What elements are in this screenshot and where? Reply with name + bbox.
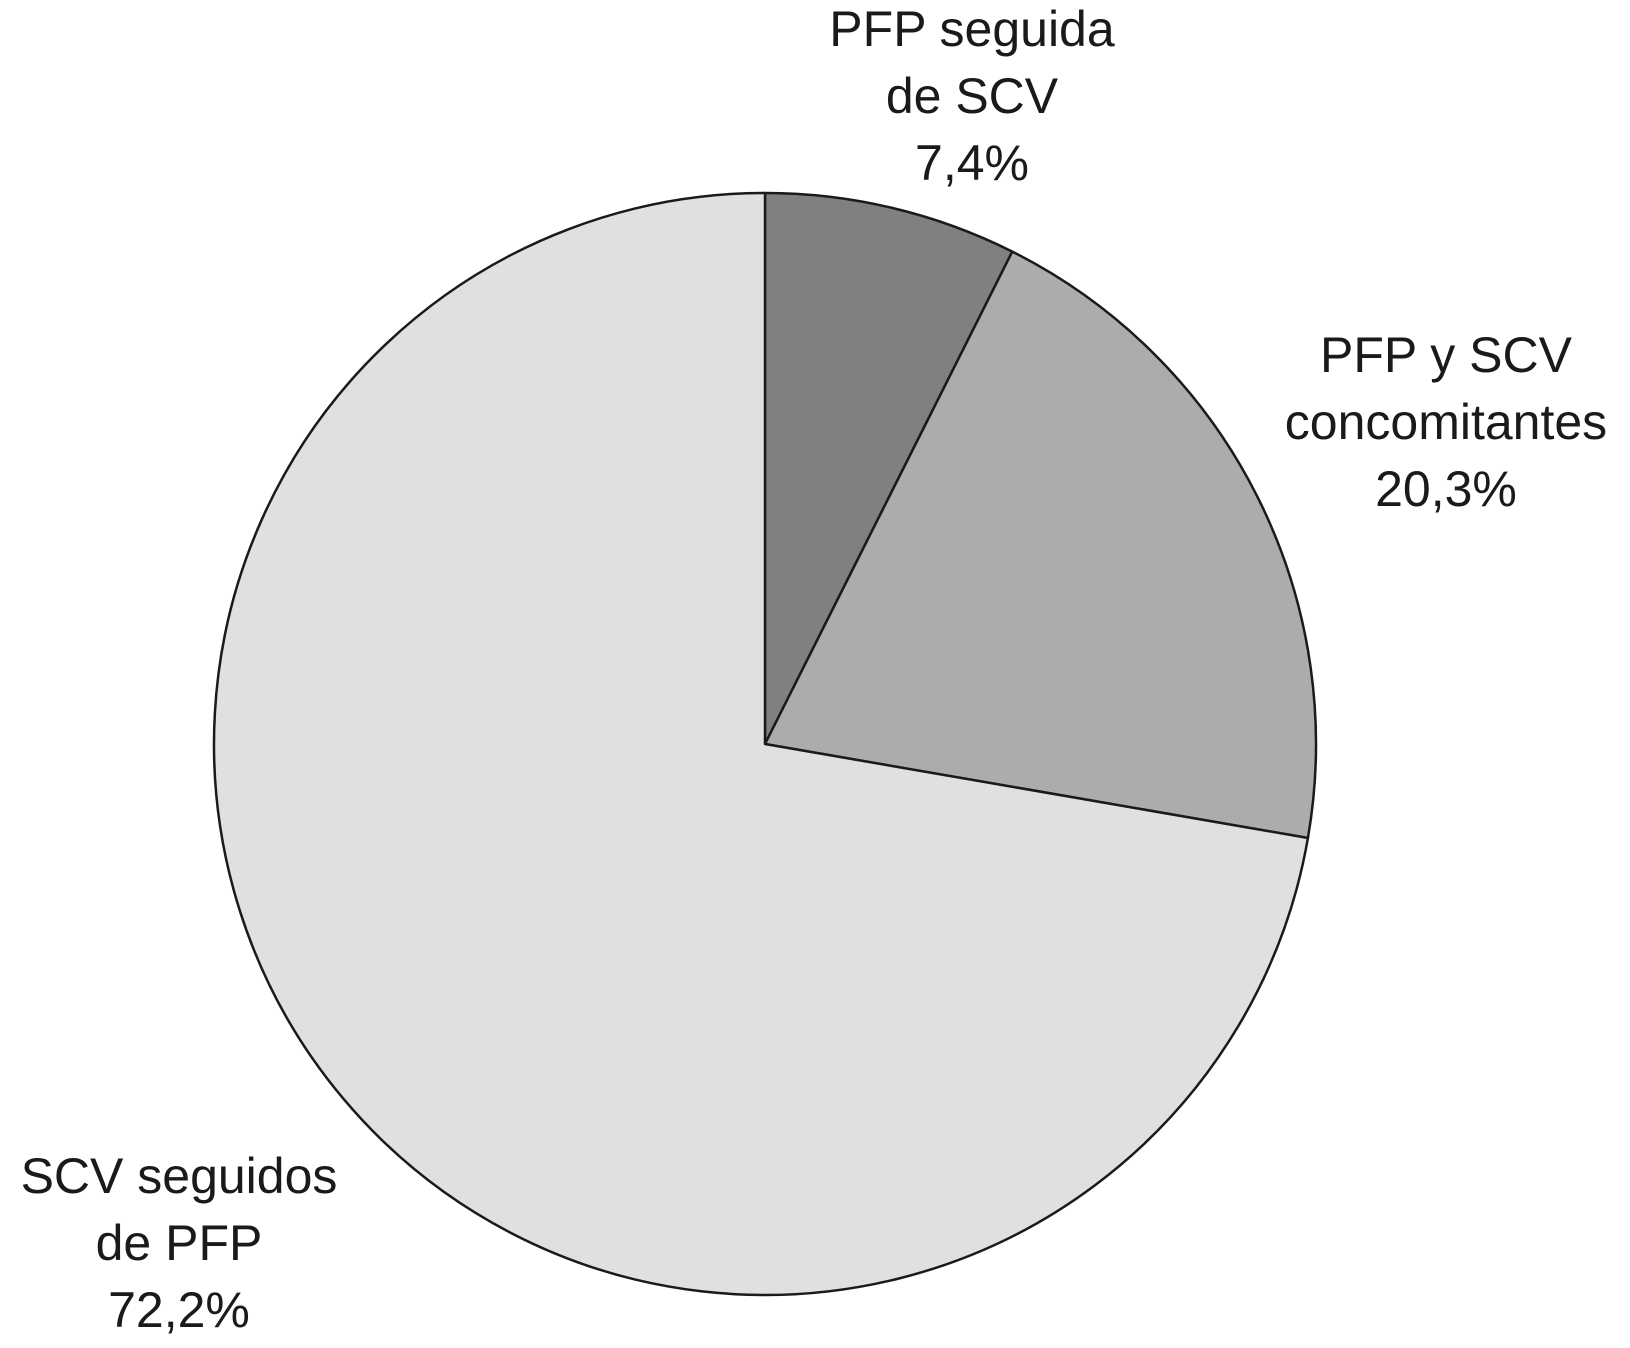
pie-slice bbox=[212, 191, 1310, 1297]
value-label: 7,4% bbox=[915, 135, 1029, 191]
pie-slice bbox=[763, 191, 1014, 746]
slice-label: de PFP bbox=[96, 1215, 263, 1271]
value-label: 72,2% bbox=[108, 1282, 250, 1338]
value-label: 20,3% bbox=[1375, 461, 1517, 517]
slice-label: de SCV bbox=[886, 68, 1059, 124]
slice-label: SCV seguidos bbox=[21, 1148, 338, 1204]
slice-label: PFP y SCV bbox=[1320, 327, 1573, 383]
pie-slice bbox=[763, 250, 1318, 840]
slice-label: PFP seguida bbox=[829, 1, 1115, 57]
slice-label: concomitantes bbox=[1285, 394, 1607, 450]
